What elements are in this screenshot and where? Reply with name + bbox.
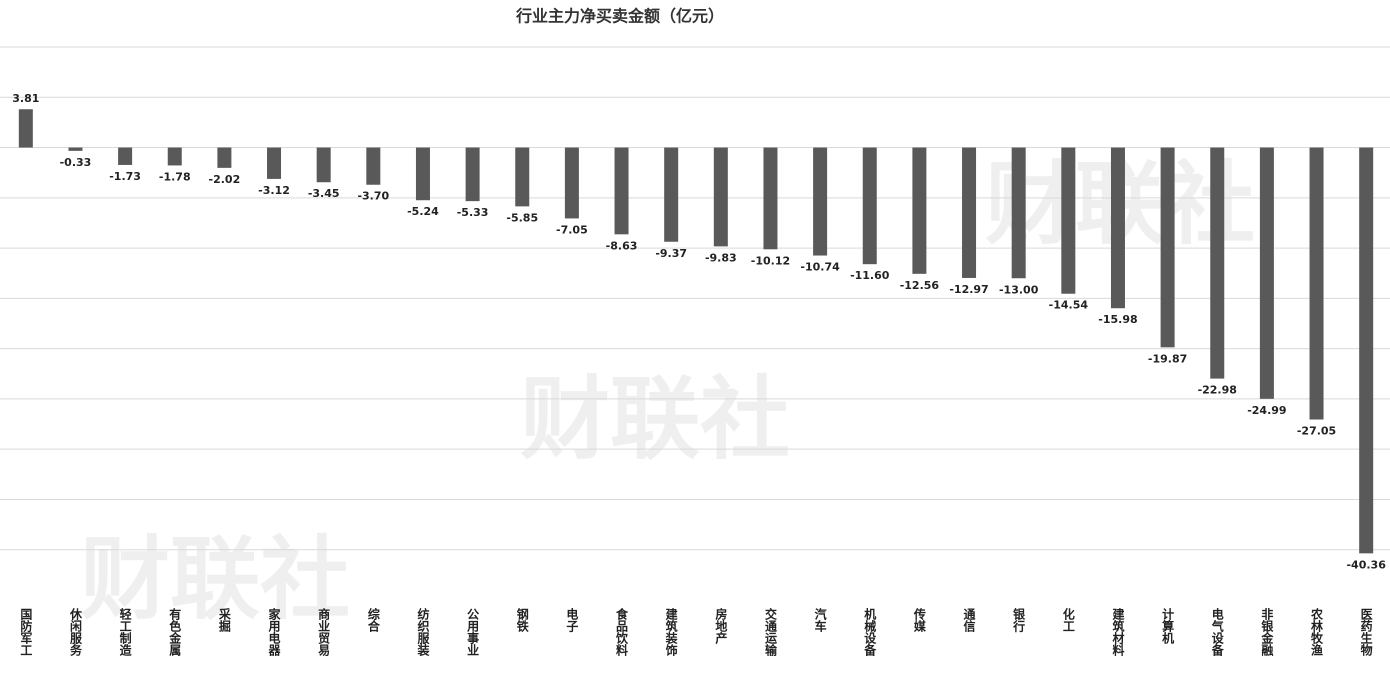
data-label: -27.05	[1297, 425, 1336, 438]
x-tick-label: 电子	[565, 607, 579, 633]
data-label: 3.81	[12, 92, 39, 105]
x-tick-label: 建筑材料	[1111, 607, 1125, 657]
data-label: -14.54	[1049, 299, 1089, 312]
data-label: -5.24	[407, 205, 439, 218]
data-label: -2.02	[209, 173, 241, 186]
data-label: -5.85	[506, 211, 538, 224]
x-tick-label: 商业贸易	[317, 607, 331, 657]
bar	[515, 147, 530, 207]
x-tick-label: 非银金融	[1260, 607, 1274, 657]
bar	[564, 147, 579, 219]
data-label: -10.12	[751, 254, 790, 267]
data-label: -12.56	[900, 279, 940, 292]
x-tick-label: 综合	[366, 607, 380, 633]
chart-title: 行业主力净买卖金额（亿元）	[515, 7, 724, 26]
x-tick-label: 钢铁	[515, 607, 529, 633]
data-label: -11.60	[850, 269, 890, 282]
x-tick-label: 公用事业	[466, 608, 480, 656]
data-label: -12.97	[949, 283, 988, 296]
data-label: -40.36	[1346, 558, 1386, 571]
bar	[912, 147, 927, 274]
bar	[614, 147, 629, 235]
x-tick-label: 银行	[1012, 607, 1026, 633]
data-label: -0.33	[60, 156, 92, 169]
bar	[118, 147, 133, 165]
data-label: -3.70	[357, 190, 389, 203]
bar	[1061, 147, 1076, 294]
bar	[962, 147, 977, 278]
bar	[1160, 147, 1175, 348]
x-tick-label: 计算机	[1161, 607, 1175, 645]
bar	[415, 147, 430, 201]
data-label: -13.00	[999, 283, 1039, 296]
data-label: -1.73	[109, 170, 141, 183]
bar	[366, 147, 381, 185]
x-tick-label: 休闲服务	[68, 607, 82, 657]
data-label: -19.87	[1148, 352, 1187, 365]
bar	[664, 147, 679, 242]
bar	[267, 147, 282, 179]
bar	[316, 147, 331, 183]
x-tick-label: 房地产	[714, 607, 728, 645]
x-tick-label: 采掘	[217, 607, 231, 633]
x-tick-label: 建筑装饰	[664, 607, 678, 657]
data-label: -7.05	[556, 223, 588, 236]
data-label: -3.12	[258, 184, 290, 197]
bar	[1011, 147, 1026, 279]
bar	[1210, 147, 1225, 379]
x-tick-label: 化工	[1061, 607, 1075, 632]
x-tick-label: 医药生物	[1359, 608, 1373, 657]
bar	[862, 147, 877, 265]
x-tick-label: 通信	[962, 607, 976, 633]
x-tick-label: 电气设备	[1210, 607, 1224, 657]
data-label: -24.99	[1247, 404, 1286, 417]
bar	[1259, 147, 1274, 399]
x-tick-label: 传媒	[912, 607, 926, 633]
data-label: -9.83	[705, 251, 737, 264]
bar	[167, 147, 182, 166]
data-label: -3.45	[308, 187, 340, 200]
data-label: -8.63	[606, 239, 638, 252]
x-tick-label: 农林牧渔	[1310, 607, 1324, 656]
x-tick-label: 国防军工	[19, 608, 33, 656]
x-tick-label: 交通运输	[763, 607, 777, 657]
x-tick-label: 纺织服装	[416, 607, 430, 657]
watermark: 财联社	[80, 527, 350, 632]
data-label: -1.78	[159, 170, 191, 183]
x-tick-label: 家用电器	[267, 607, 281, 657]
x-tick-label: 食品饮料	[615, 607, 629, 657]
x-tick-label: 轻工制造	[118, 607, 132, 657]
bar	[217, 147, 232, 168]
bar	[813, 147, 828, 256]
data-label: -9.37	[655, 247, 687, 260]
x-tick-label: 汽车	[813, 607, 827, 633]
x-tick-label: 有色金属	[168, 607, 182, 657]
bar	[713, 147, 728, 247]
bar	[68, 147, 83, 151]
data-label: -5.33	[457, 206, 489, 219]
bar	[763, 147, 778, 250]
x-tick-label: 机械设备	[863, 607, 877, 657]
bar	[1309, 147, 1324, 420]
bar	[1359, 147, 1374, 554]
bar	[1110, 147, 1125, 309]
watermark: 财联社	[520, 367, 790, 472]
data-label: -15.98	[1098, 313, 1137, 326]
bar	[465, 147, 480, 202]
data-label: -22.98	[1198, 384, 1237, 397]
bar	[18, 109, 33, 148]
data-label: -10.74	[800, 261, 840, 274]
